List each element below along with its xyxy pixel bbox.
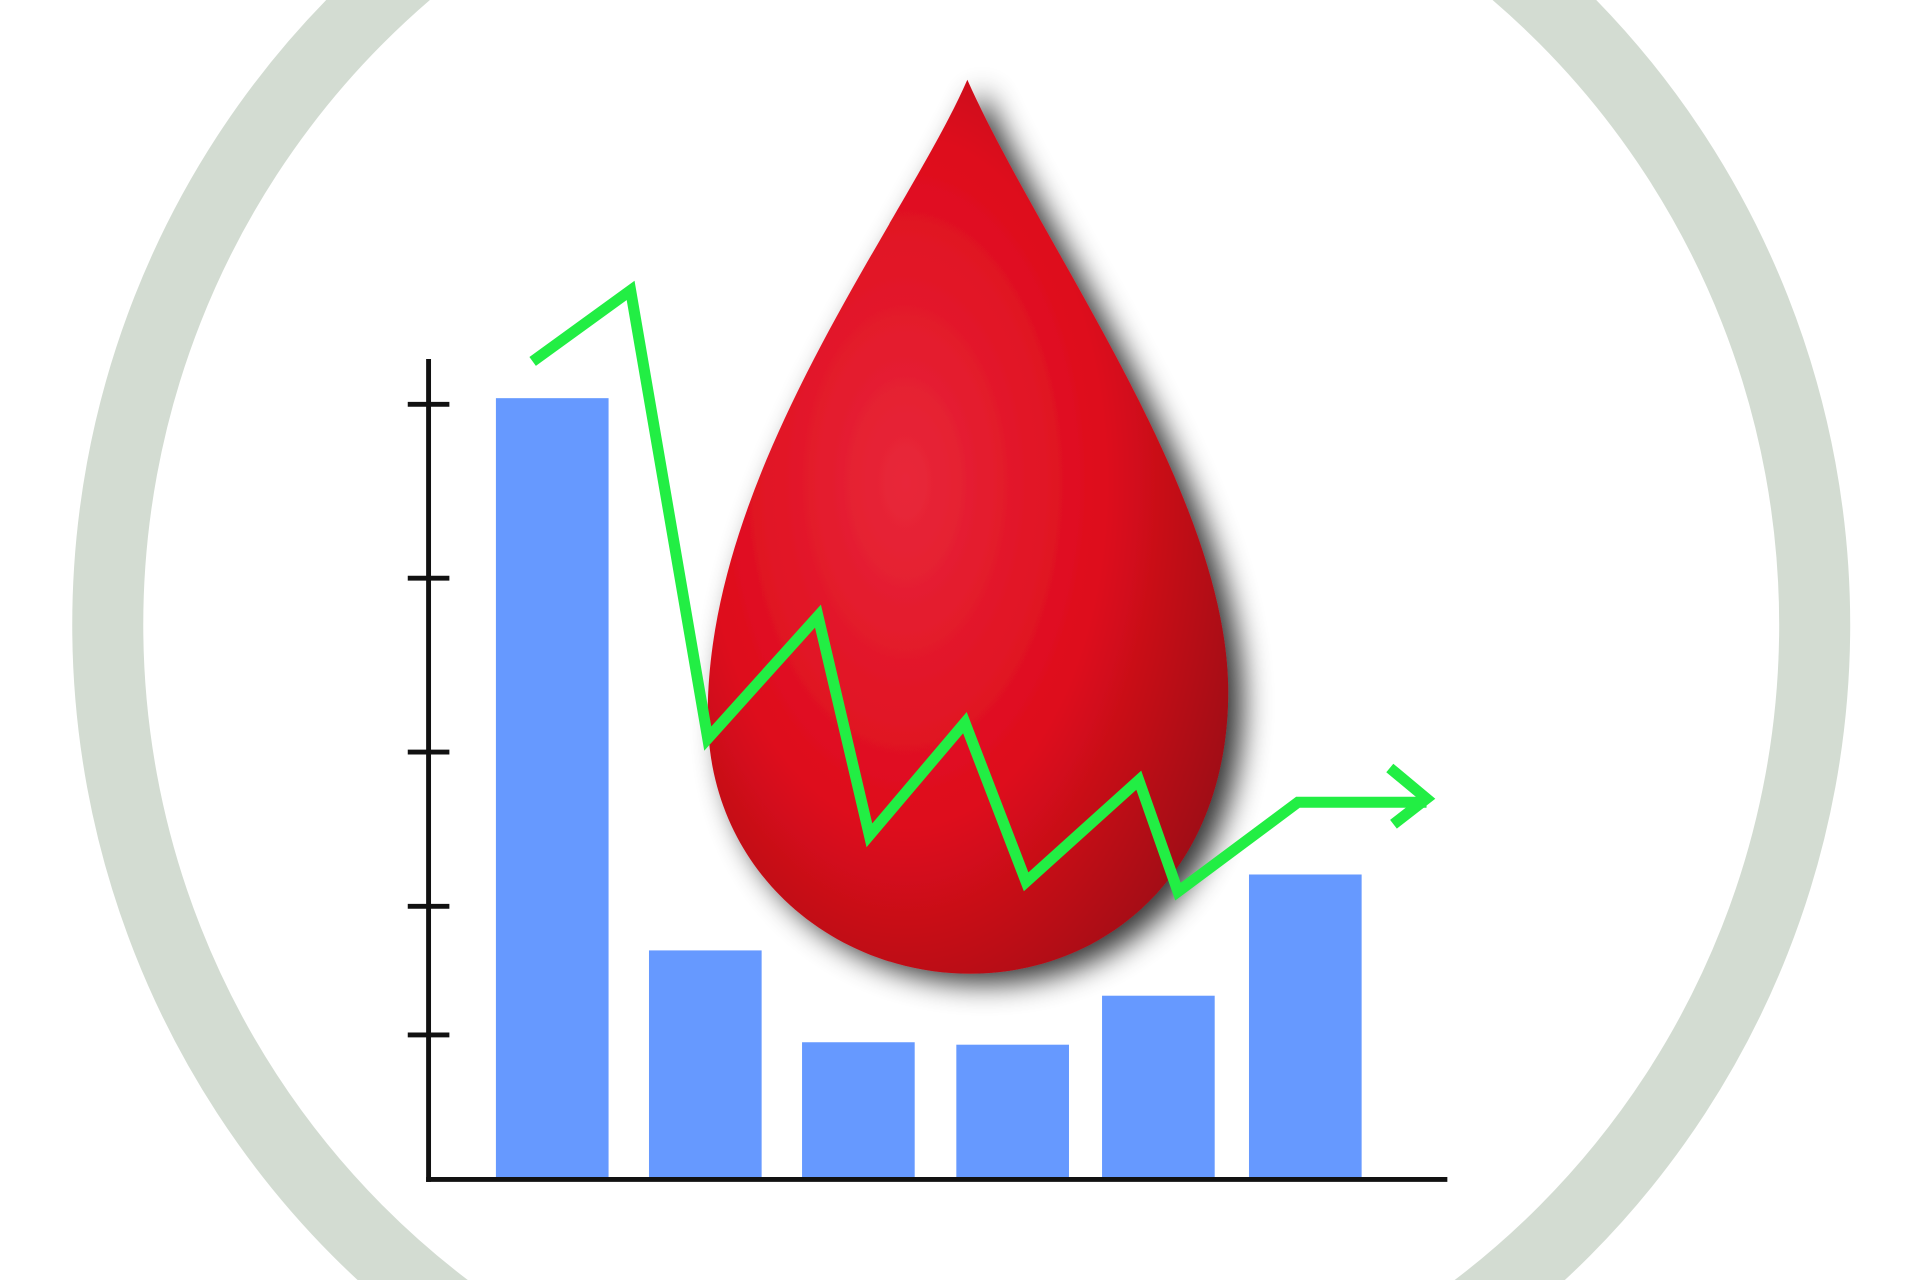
bar: [495, 398, 609, 1180]
trend-path: [529, 280, 1427, 901]
bar: [1102, 995, 1215, 1180]
bar: [802, 1042, 915, 1180]
blood-drop: [707, 79, 1229, 974]
trend-line: [529, 280, 1436, 901]
bar: [956, 1044, 1069, 1180]
bar: [648, 950, 762, 1180]
arrow-head: [1386, 763, 1436, 829]
axes: [407, 358, 1448, 1182]
bars: [495, 398, 1362, 1180]
ring: [72, 0, 1850, 1280]
bar: [1248, 874, 1362, 1180]
